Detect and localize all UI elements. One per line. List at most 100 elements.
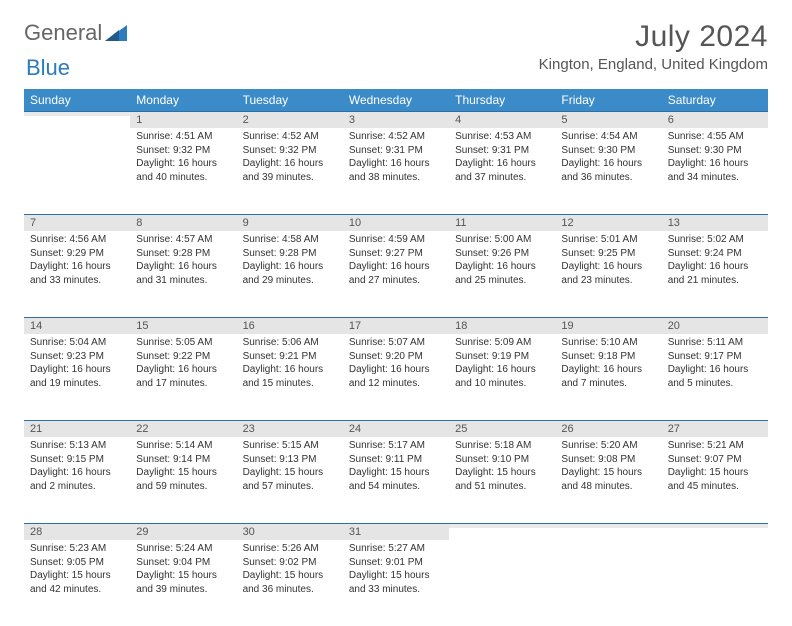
day-line: Daylight: 15 hours and 36 minutes. (243, 569, 337, 596)
week-row: Sunrise: 4:56 AMSunset: 9:29 PMDaylight:… (24, 231, 768, 317)
day-number: 3 (343, 111, 449, 128)
day-line: Sunrise: 4:52 AM (243, 130, 337, 144)
day-line: Sunrise: 4:57 AM (136, 233, 230, 247)
day-cell-body: Sunrise: 4:54 AMSunset: 9:30 PMDaylight:… (555, 128, 661, 188)
day-cell-body: Sunrise: 5:18 AMSunset: 9:10 PMDaylight:… (449, 437, 555, 497)
day-line: Daylight: 15 hours and 51 minutes. (455, 466, 549, 493)
day-cell-body: Sunrise: 5:13 AMSunset: 9:15 PMDaylight:… (24, 437, 130, 497)
day-number: 14 (24, 317, 130, 334)
day-number: 23 (237, 420, 343, 437)
day-number: 8 (130, 214, 236, 231)
day-cell-body: Sunrise: 5:04 AMSunset: 9:23 PMDaylight:… (24, 334, 130, 394)
day-cell (449, 540, 555, 626)
day-number: 13 (662, 214, 768, 231)
day-line: Sunrise: 5:06 AM (243, 336, 337, 350)
day-number: 17 (343, 317, 449, 334)
day-line: Sunset: 9:23 PM (30, 350, 124, 364)
day-line: Sunset: 9:14 PM (136, 453, 230, 467)
day-cell-body: Sunrise: 5:09 AMSunset: 9:19 PMDaylight:… (449, 334, 555, 394)
weekday-header: Monday (130, 89, 236, 111)
day-number: 4 (449, 111, 555, 128)
day-number: 2 (237, 111, 343, 128)
day-line: Sunrise: 4:59 AM (349, 233, 443, 247)
day-cell: Sunrise: 4:52 AMSunset: 9:32 PMDaylight:… (237, 128, 343, 214)
logo: General (24, 20, 127, 46)
weekday-header: Friday (555, 89, 661, 111)
day-line: Sunset: 9:29 PM (30, 247, 124, 261)
day-number: 26 (555, 420, 661, 437)
day-cell-body: Sunrise: 5:02 AMSunset: 9:24 PMDaylight:… (662, 231, 768, 291)
day-number: 27 (662, 420, 768, 437)
day-number (555, 523, 661, 528)
day-cell: Sunrise: 5:07 AMSunset: 9:20 PMDaylight:… (343, 334, 449, 420)
weekday-header: Thursday (449, 89, 555, 111)
day-number (24, 111, 130, 116)
logo-triangle-icon (105, 25, 127, 41)
weekday-header: Wednesday (343, 89, 449, 111)
day-cell (24, 128, 130, 214)
day-line: Sunset: 9:13 PM (243, 453, 337, 467)
day-cell-body: Sunrise: 5:11 AMSunset: 9:17 PMDaylight:… (662, 334, 768, 394)
day-number: 1 (130, 111, 236, 128)
day-cell: Sunrise: 5:04 AMSunset: 9:23 PMDaylight:… (24, 334, 130, 420)
day-line: Sunrise: 4:55 AM (668, 130, 762, 144)
day-line: Sunset: 9:07 PM (668, 453, 762, 467)
day-number: 22 (130, 420, 236, 437)
day-line: Sunset: 9:02 PM (243, 556, 337, 570)
day-number (662, 523, 768, 528)
day-line: Sunrise: 4:54 AM (561, 130, 655, 144)
location: Kington, England, United Kingdom (539, 56, 768, 73)
day-line: Sunrise: 5:10 AM (561, 336, 655, 350)
weekday-header: Saturday (662, 89, 768, 111)
week-row: Sunrise: 5:13 AMSunset: 9:15 PMDaylight:… (24, 437, 768, 523)
weekday-header: Sunday (24, 89, 130, 111)
day-line: Daylight: 15 hours and 59 minutes. (136, 466, 230, 493)
day-cell-body: Sunrise: 5:01 AMSunset: 9:25 PMDaylight:… (555, 231, 661, 291)
day-cell-body: Sunrise: 5:17 AMSunset: 9:11 PMDaylight:… (343, 437, 449, 497)
day-line: Sunset: 9:28 PM (136, 247, 230, 261)
day-line: Sunset: 9:04 PM (136, 556, 230, 570)
day-cell: Sunrise: 5:24 AMSunset: 9:04 PMDaylight:… (130, 540, 236, 626)
day-cell-body: Sunrise: 5:21 AMSunset: 9:07 PMDaylight:… (662, 437, 768, 497)
day-line: Sunset: 9:26 PM (455, 247, 549, 261)
day-cell-body (24, 128, 130, 134)
day-line: Sunset: 9:19 PM (455, 350, 549, 364)
day-cell-body: Sunrise: 4:55 AMSunset: 9:30 PMDaylight:… (662, 128, 768, 188)
day-cell-body (662, 540, 768, 546)
day-line: Daylight: 15 hours and 45 minutes. (668, 466, 762, 493)
day-line: Daylight: 16 hours and 12 minutes. (349, 363, 443, 390)
day-cell: Sunrise: 5:15 AMSunset: 9:13 PMDaylight:… (237, 437, 343, 523)
day-cell-body: Sunrise: 4:59 AMSunset: 9:27 PMDaylight:… (343, 231, 449, 291)
day-cell: Sunrise: 4:51 AMSunset: 9:32 PMDaylight:… (130, 128, 236, 214)
day-number: 10 (343, 214, 449, 231)
day-cell: Sunrise: 4:53 AMSunset: 9:31 PMDaylight:… (449, 128, 555, 214)
day-cell (555, 540, 661, 626)
day-line: Daylight: 16 hours and 25 minutes. (455, 260, 549, 287)
calendar-body: 123456Sunrise: 4:51 AMSunset: 9:32 PMDay… (24, 111, 768, 626)
day-cell-body: Sunrise: 5:24 AMSunset: 9:04 PMDaylight:… (130, 540, 236, 600)
day-line: Sunset: 9:11 PM (349, 453, 443, 467)
day-line: Sunset: 9:21 PM (243, 350, 337, 364)
day-number: 9 (237, 214, 343, 231)
day-line: Sunrise: 5:05 AM (136, 336, 230, 350)
day-line: Sunset: 9:01 PM (349, 556, 443, 570)
day-cell-body: Sunrise: 4:56 AMSunset: 9:29 PMDaylight:… (24, 231, 130, 291)
day-cell-body: Sunrise: 5:05 AMSunset: 9:22 PMDaylight:… (130, 334, 236, 394)
day-line: Sunset: 9:31 PM (455, 144, 549, 158)
day-line: Sunrise: 5:14 AM (136, 439, 230, 453)
day-number: 15 (130, 317, 236, 334)
day-line: Daylight: 15 hours and 39 minutes. (136, 569, 230, 596)
day-number: 12 (555, 214, 661, 231)
day-cell-body: Sunrise: 5:23 AMSunset: 9:05 PMDaylight:… (24, 540, 130, 600)
day-cell: Sunrise: 5:10 AMSunset: 9:18 PMDaylight:… (555, 334, 661, 420)
day-cell-body: Sunrise: 5:00 AMSunset: 9:26 PMDaylight:… (449, 231, 555, 291)
day-number: 25 (449, 420, 555, 437)
day-line: Sunrise: 5:02 AM (668, 233, 762, 247)
day-cell: Sunrise: 5:26 AMSunset: 9:02 PMDaylight:… (237, 540, 343, 626)
day-cell: Sunrise: 4:52 AMSunset: 9:31 PMDaylight:… (343, 128, 449, 214)
day-cell-body: Sunrise: 4:51 AMSunset: 9:32 PMDaylight:… (130, 128, 236, 188)
day-number: 5 (555, 111, 661, 128)
day-line: Daylight: 15 hours and 54 minutes. (349, 466, 443, 493)
day-cell: Sunrise: 5:21 AMSunset: 9:07 PMDaylight:… (662, 437, 768, 523)
day-line: Daylight: 15 hours and 33 minutes. (349, 569, 443, 596)
